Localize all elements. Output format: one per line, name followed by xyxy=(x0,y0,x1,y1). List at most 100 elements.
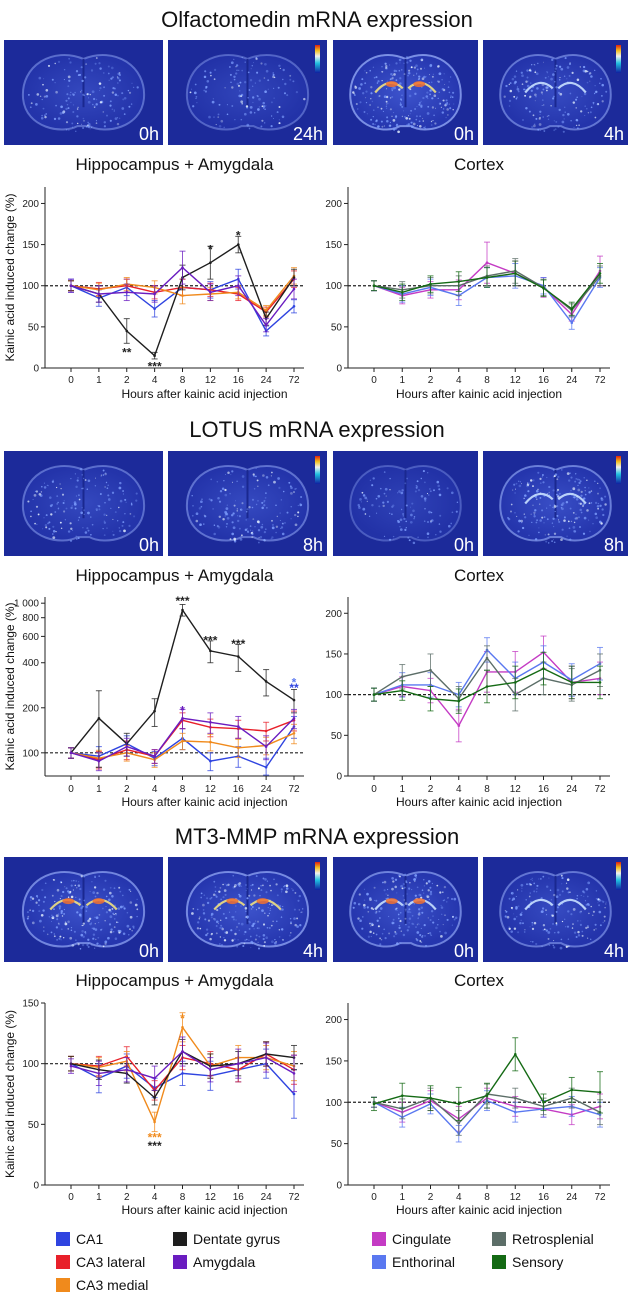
signal-speck xyxy=(554,473,558,476)
signal-speck xyxy=(427,880,431,883)
data-point xyxy=(514,1110,517,1114)
signal-speck xyxy=(297,504,299,507)
signal-speck xyxy=(398,924,401,927)
signal-speck xyxy=(119,481,122,485)
signal-speck xyxy=(297,515,299,518)
signal-speck xyxy=(417,78,420,81)
signal-speck xyxy=(129,901,133,904)
signal-speck xyxy=(270,115,273,117)
signal-speck xyxy=(556,478,559,481)
signal-speck xyxy=(505,910,508,913)
signal-speck xyxy=(295,487,297,490)
signal-speck xyxy=(446,487,449,490)
signal-speck xyxy=(529,926,531,928)
signal-speck xyxy=(57,508,60,510)
signal-speck xyxy=(392,880,395,883)
signal-speck xyxy=(597,507,599,510)
signal-speck xyxy=(552,97,555,100)
signal-speck xyxy=(196,908,199,911)
legend-item: Enthorinal xyxy=(372,1254,455,1270)
signal-speck xyxy=(417,912,421,916)
signal-speck xyxy=(428,898,430,901)
signal-speck xyxy=(586,479,588,481)
signal-speck xyxy=(236,926,238,928)
signal-speck xyxy=(232,918,235,921)
data-point xyxy=(97,759,101,763)
signal-speck xyxy=(504,915,507,918)
signal-speck xyxy=(85,910,88,912)
signal-speck xyxy=(538,531,540,534)
signal-speck xyxy=(67,85,70,88)
data-point xyxy=(97,292,101,296)
signal-speck xyxy=(568,74,571,77)
signal-speck xyxy=(207,919,211,922)
signal-speck xyxy=(402,894,405,897)
signal-speck xyxy=(369,897,372,900)
signal-speck xyxy=(30,102,33,105)
signal-speck xyxy=(54,900,56,903)
data-point xyxy=(264,309,268,312)
signal-speck xyxy=(234,119,236,121)
signal-speck xyxy=(246,106,249,109)
signal-speck xyxy=(447,897,449,899)
signal-speck xyxy=(257,541,260,544)
signal-speck xyxy=(539,477,542,481)
signal-speck xyxy=(222,518,225,521)
signal-speck xyxy=(75,70,79,73)
signal-speck xyxy=(206,901,210,905)
signal-speck xyxy=(577,488,581,492)
signal-speck xyxy=(42,909,45,912)
signal-speck xyxy=(569,538,572,541)
signal-speck xyxy=(91,90,95,94)
signal-speck xyxy=(291,888,293,890)
signal-speck xyxy=(374,911,378,914)
signal-speck xyxy=(551,540,553,542)
signal-speck xyxy=(253,62,254,64)
signal-speck xyxy=(576,119,579,122)
signal-speck xyxy=(75,130,77,132)
signal-speck xyxy=(247,71,250,74)
signal-speck xyxy=(215,925,218,927)
signal-speck xyxy=(108,898,111,902)
signal-speck xyxy=(237,519,240,523)
signal-speck xyxy=(87,121,89,124)
signal-speck xyxy=(237,515,239,517)
signal-speck xyxy=(94,916,96,919)
signal-speck xyxy=(257,947,261,950)
signal-speck xyxy=(574,480,577,483)
signal-speck xyxy=(86,527,89,530)
signal-speck xyxy=(69,539,73,542)
signal-speck xyxy=(238,922,240,925)
signal-speck xyxy=(555,64,558,67)
signal-speck xyxy=(48,521,51,524)
y-tick-label: 150 xyxy=(325,649,342,660)
signal-speck xyxy=(91,523,94,526)
signal-speck xyxy=(226,516,230,520)
signal-speck xyxy=(413,516,416,518)
signal-speck xyxy=(424,125,426,128)
signal-speck xyxy=(578,516,580,519)
signal-speck xyxy=(385,65,388,68)
data-point xyxy=(292,698,296,702)
signal-speck xyxy=(266,880,269,882)
signal-speck xyxy=(230,474,232,476)
signal-speck xyxy=(512,489,514,491)
signal-speck xyxy=(279,519,281,522)
y-tick-label: 600 xyxy=(22,632,39,643)
signal-speck xyxy=(105,905,107,908)
signal-speck xyxy=(195,95,198,98)
signal-speck xyxy=(533,890,536,893)
signal-speck xyxy=(239,81,242,84)
signal-speck xyxy=(58,937,61,940)
legend-label: Amygdala xyxy=(193,1254,255,1270)
signal-speck xyxy=(406,929,409,932)
signal-speck xyxy=(230,81,232,84)
signal-speck xyxy=(107,498,111,501)
signal-speck xyxy=(407,536,410,539)
signal-speck xyxy=(37,899,41,902)
signal-speck xyxy=(196,102,198,104)
signal-speck xyxy=(294,488,297,491)
signal-speck xyxy=(50,513,53,516)
signal-speck xyxy=(254,525,256,528)
signal-speck xyxy=(57,117,61,120)
